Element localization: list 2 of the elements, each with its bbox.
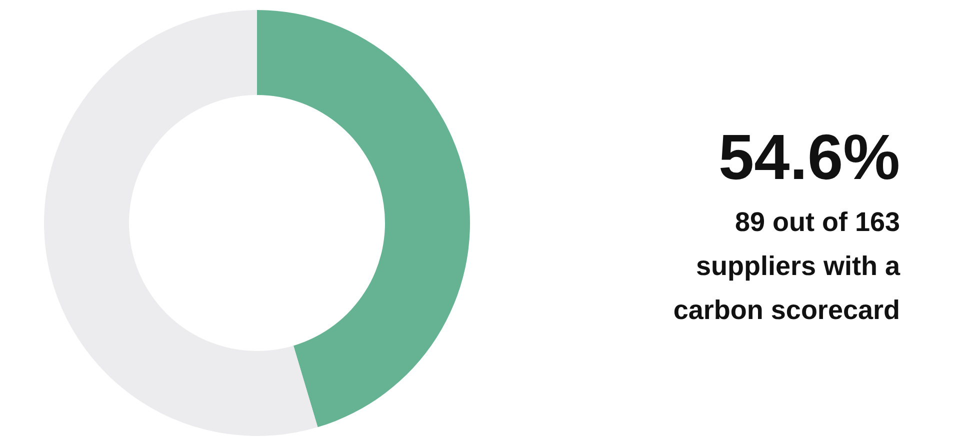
text: 89 out of 163 suppliers with a carbon scorecard — [673, 207, 901, 325]
text: 54.6% — [718, 121, 900, 193]
